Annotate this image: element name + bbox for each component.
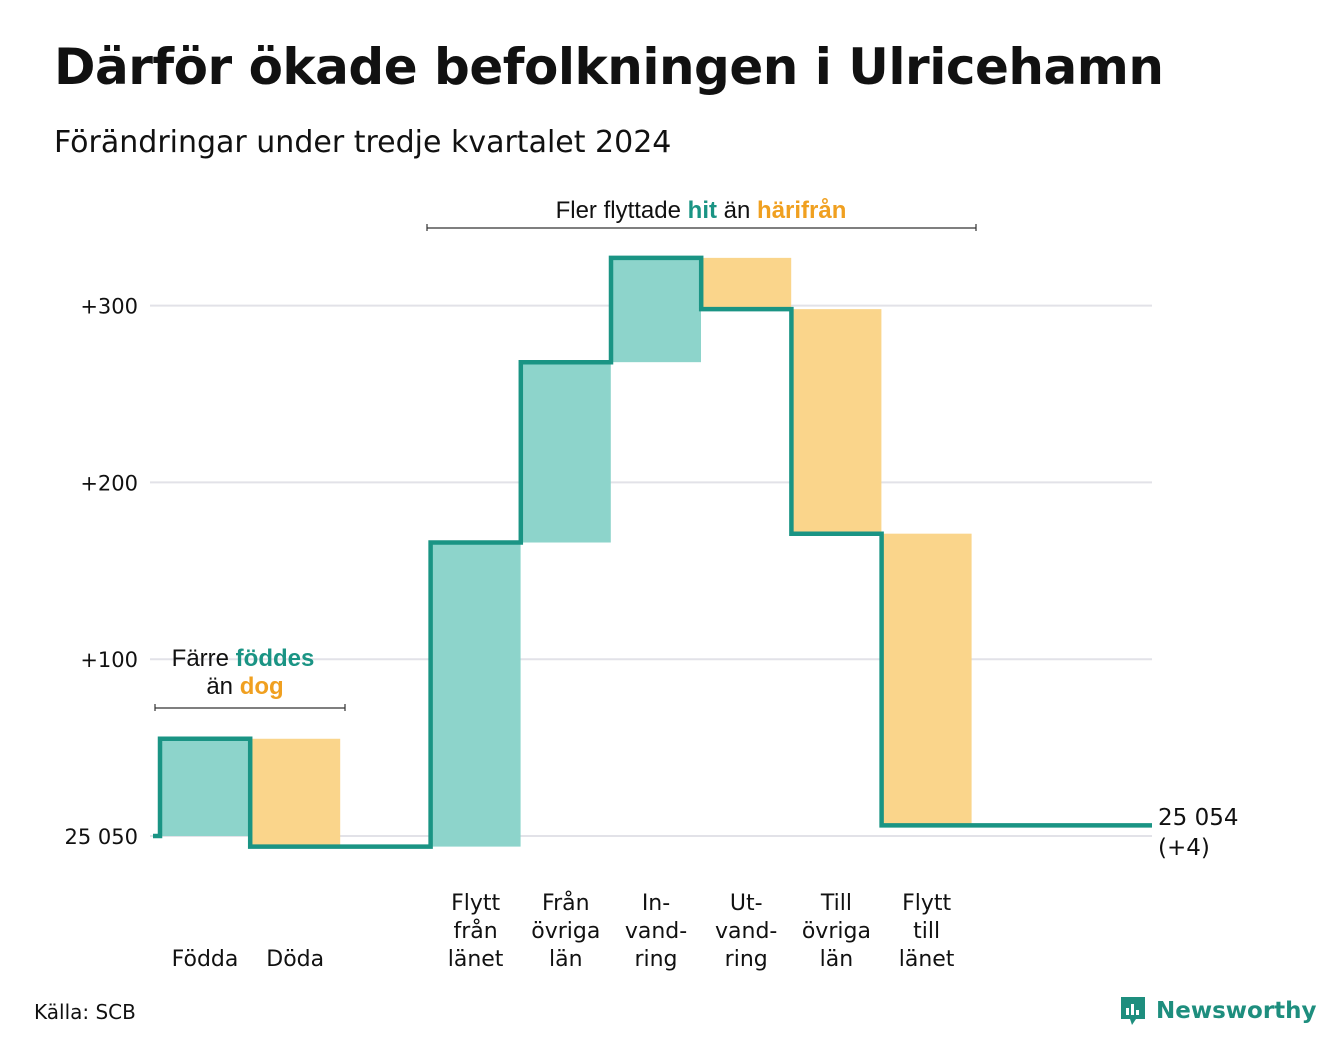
bar-increase [430,542,521,847]
category-label: från [453,918,497,944]
category-label: Döda [266,947,324,972]
step-line [153,255,1152,849]
source-label: Källa: SCB [34,1000,136,1024]
category-label: län [820,947,854,972]
category-label: ring [725,947,768,972]
category-label: Ut- [730,891,763,916]
annotation-top-harifran: härifrån [757,197,846,224]
bar-increase [520,362,611,543]
category-label: ring [634,947,677,972]
annotation-top-middle: än [724,197,751,224]
category-label: Till [820,891,852,916]
y-tick-label: +100 [80,648,138,672]
svg-text:Fler flyttade hit: Fler flyttade hit än härifrån [556,197,847,224]
page-subtitle: Förändringar under tredje kvartalet 2024 [54,125,672,160]
category-label: län [549,947,583,972]
annotation-top-hit: hit [688,197,717,224]
category-label: till [913,919,940,944]
bar-increase [160,738,250,836]
brand-name: Newsworthy [1156,998,1317,1024]
annotation-left-an: än [206,673,233,700]
category-label: övriga [802,919,871,944]
annotation-top-prefix: Fler flyttade [556,197,681,224]
category-label: Flytt [902,891,951,916]
annotation-left-prefix: Färre [172,645,229,672]
bar-increase [611,257,701,363]
y-tick-label: 25 050 [65,825,138,849]
annotation-left-bracket [154,704,346,711]
newsworthy-icon [1121,997,1145,1025]
category-label: vand- [625,919,687,944]
y-tick-label: +300 [80,295,138,319]
end-value-label: 25 054 [1158,805,1238,831]
category-label: vand- [715,919,777,944]
svg-text:än dog: än dog [206,673,283,700]
bar-decrease [791,309,882,534]
bars [160,257,972,847]
category-label: länet [899,947,955,972]
category-labels: Födda DödaFlyttfrånlänetFrånövrigalänIn-v… [172,890,955,972]
end-change-label: (+4) [1158,835,1210,861]
annotation-left-dog: dog [240,673,284,700]
category-label: övriga [531,919,600,944]
page-title: Därför ökade befolkningen i Ulricehamn [54,38,1164,96]
svg-text:Färre föddes: Färre föddes [172,645,315,672]
category-label: Från [542,890,590,916]
category-label: In- [642,891,670,916]
bar-decrease [701,257,792,310]
cumulative-step-line [153,255,1152,849]
annotation-left: Färre föddes än dog [154,645,346,711]
bar-decrease [250,738,341,847]
category-label: Födda [172,947,239,972]
annotation-top-bracket [426,224,977,231]
annotation-top: Fler flyttade hit än härifrån [426,197,977,231]
y-tick-label: +200 [80,471,138,495]
y-axis-ticks: 25 050 +100 +200 +300 [65,295,138,849]
bar-decrease [881,533,972,826]
brand-logo: Newsworthy [1118,994,1317,1028]
category-label: länet [448,947,504,972]
category-label: Flytt [451,891,500,916]
annotation-left-foddes: föddes [236,645,315,672]
